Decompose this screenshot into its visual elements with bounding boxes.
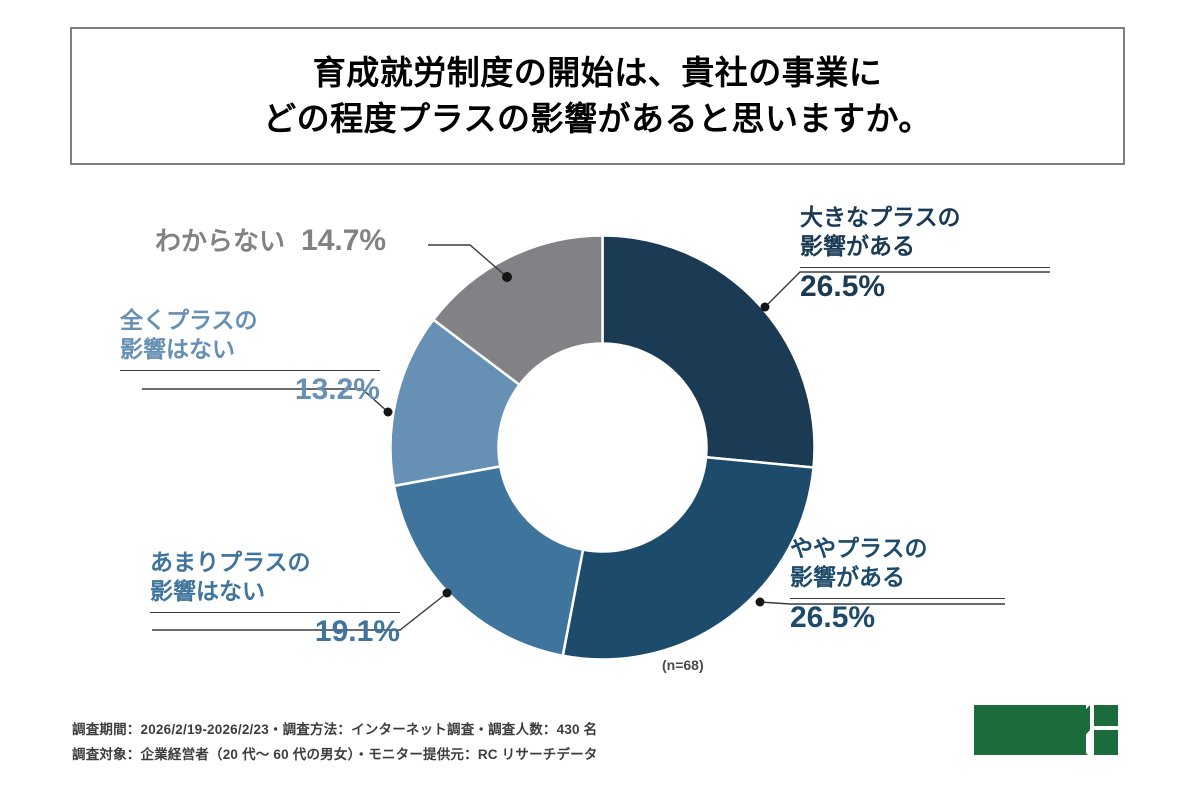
callout-no-positive-percent: 13.2%	[294, 372, 380, 406]
callout-little-positive-label-line2: 影響はない	[150, 577, 265, 604]
callout-no-positive-label-line1: 全くプラスの	[120, 307, 258, 333]
donut-slice-1	[601, 234, 816, 469]
sample-size-label: (n=68)	[662, 657, 704, 673]
callout-slight-positive-label-line2: 影響がある	[790, 563, 905, 590]
survey-metadata-line-1: 調査期間：2026/2/19-2026/2/23・調査方法：インターネット調査・…	[72, 722, 598, 737]
callout-slight-positive: ややプラスの 影響がある 26.5%	[790, 534, 1100, 634]
page-title-line-1: 育成就労制度の開始は、貴社の事業に	[312, 54, 883, 92]
callout-large-positive-label-line1: 大きなプラスの	[800, 204, 961, 230]
donut-chart	[380, 225, 825, 670]
title-box: 育成就労制度の開始は、貴社の事業に どの程度プラスの影響があると思いますか。	[70, 27, 1125, 165]
callout-no-positive-rule	[120, 369, 380, 371]
survey-metadata-line-2: 調査対象：企業経営者（20 代〜 60 代の男女）・モニター提供元：RC リサー…	[72, 746, 598, 762]
company-logo	[972, 700, 1130, 772]
callout-slight-positive-percent: 26.5%	[790, 600, 876, 634]
callout-slight-positive-rule	[790, 597, 1005, 599]
callout-large-positive-label-line2: 影響がある	[800, 232, 915, 259]
donut-chart-svg	[389, 234, 816, 661]
page-title-line-2: どの程度プラスの影響があると思いますか。	[263, 100, 932, 137]
callout-unknown-percent: 14.7%	[301, 224, 387, 257]
callout-large-positive: 大きなプラスの 影響がある 26.5%	[800, 203, 1110, 303]
survey-metadata: 調査期間：2026/2/19-2026/2/23・調査方法：インターネット調査・…	[72, 718, 852, 768]
callout-no-positive-label-line2: 影響はない	[120, 335, 235, 362]
donut-slice-5	[431, 234, 604, 387]
callout-little-positive-label-line1: あまりプラスの	[150, 549, 311, 575]
company-logo-mark	[974, 705, 1118, 755]
donut-slice-2	[561, 455, 815, 661]
callout-little-positive-percent: 19.1%	[314, 614, 400, 648]
callout-no-positive: 全くプラスの 影響はない 13.2%	[120, 306, 380, 406]
callout-large-positive-percent: 26.5%	[800, 269, 886, 303]
donut-slices	[389, 234, 816, 661]
callout-large-positive-rule	[800, 266, 1050, 268]
callout-unknown: わからない 14.7%	[155, 224, 445, 258]
callout-unknown-label: わからない	[155, 226, 286, 256]
callout-little-positive-rule	[150, 611, 400, 613]
callout-little-positive: あまりプラスの 影響はない 19.1%	[150, 548, 400, 648]
callout-slight-positive-label-line1: ややプラスの	[790, 535, 928, 561]
donut-slice-3	[392, 464, 585, 658]
